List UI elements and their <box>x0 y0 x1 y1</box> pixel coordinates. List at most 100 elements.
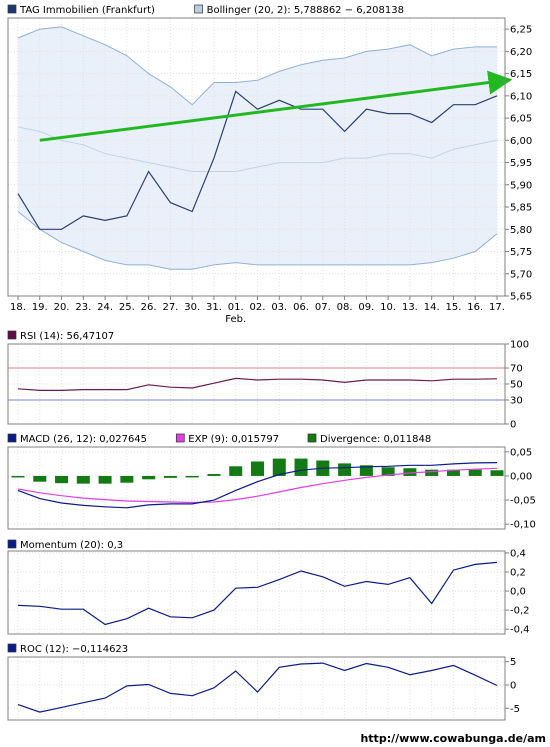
price-legend-label: Bollinger (20, 2): 5,788862 − 6,208138 <box>207 5 404 16</box>
price-ytick-label: 6,20 <box>510 47 532 58</box>
momentum-line <box>17 561 498 626</box>
macd-exp-line <box>17 467 498 504</box>
roc-ytick-label: 5 <box>510 657 516 668</box>
trend-arrow <box>39 70 513 142</box>
macd-ytick-label: -0,10 <box>510 520 536 531</box>
price-legend-swatch <box>7 4 17 14</box>
divergence-bar <box>207 474 221 476</box>
x-tick-label: 18. <box>10 302 26 313</box>
x-tick-label: 09. <box>358 302 374 313</box>
x-tick-label: 17. <box>489 302 505 313</box>
momentum-ytick-label: 0,4 <box>510 548 526 559</box>
divergence-bar <box>272 458 286 476</box>
macd-line <box>17 462 498 509</box>
x-tick-label: 23. <box>75 302 91 313</box>
divergence-bar <box>381 467 395 476</box>
momentum-ytick-label: 0,2 <box>510 567 526 578</box>
price-ytick-label: 5,80 <box>510 225 532 236</box>
divergence-bar <box>359 465 373 476</box>
macd-ytick-label: 0,00 <box>510 471 532 482</box>
rsi-plot-frame <box>7 343 506 425</box>
watermark-text: http://www.cowabunga.de/am <box>360 732 546 745</box>
x-tick-label: 10. <box>380 302 396 313</box>
divergence-bar <box>55 475 69 484</box>
divergence-bar <box>446 469 460 476</box>
divergence-bar <box>142 475 156 480</box>
rsi-ytick-label: 0 <box>510 420 516 431</box>
x-tick-label: 25. <box>119 302 135 313</box>
macd-plot-frame <box>7 446 506 530</box>
macd-legend-swatch <box>175 433 185 443</box>
momentum-ytick-label: -0,4 <box>510 625 530 636</box>
divergence-bar <box>338 463 352 476</box>
divergence-bar <box>229 466 243 476</box>
momentum-plot-frame <box>7 550 506 635</box>
x-tick-label: 14. <box>424 302 440 313</box>
divergence-bar <box>490 470 504 476</box>
price-ytick-label: 6,25 <box>510 25 532 36</box>
divergence-bar <box>120 475 134 483</box>
price-legend-swatch <box>194 4 203 14</box>
price-ytick-label: 6,00 <box>510 136 532 147</box>
price-ytick-label: 5,85 <box>510 203 532 214</box>
divergence-bar <box>163 475 177 478</box>
divergence-bar <box>185 475 199 478</box>
x-tick-label: 19. <box>32 302 48 313</box>
price-ytick-label: 6,05 <box>510 114 532 125</box>
divergence-bar <box>251 461 264 476</box>
divergence-bar <box>76 475 90 484</box>
price-ytick-label: 6,10 <box>510 91 532 102</box>
divergence-bar <box>468 469 482 476</box>
macd-ytick-label: -0,05 <box>510 496 536 507</box>
x-tick-label: 01. <box>228 302 244 313</box>
rsi-ytick-label: 100 <box>510 340 529 351</box>
macd-legend-label: MACD (26, 12): 0,027645 <box>20 434 147 445</box>
price-ytick-label: 6,15 <box>510 69 532 80</box>
divergence-bar <box>425 469 439 476</box>
price-plot-frame <box>7 17 506 297</box>
macd-ytick-label: 0,05 <box>510 447 532 458</box>
roc-legend-label: ROC (12): −0,114623 <box>20 644 128 655</box>
divergence-bar <box>403 468 417 476</box>
rsi-ytick-label: 30 <box>510 396 523 407</box>
divergence-bar <box>33 475 47 482</box>
rsi-legend-swatch <box>7 330 17 340</box>
rsi-ytick-label: 70 <box>510 364 523 375</box>
bollinger-lower-line <box>17 211 498 270</box>
x-tick-label: 07. <box>315 302 331 313</box>
macd-legend-label: EXP (9): 0,015797 <box>188 434 279 445</box>
x-tick-label: 08. <box>337 302 353 313</box>
x-tick-label: 16. <box>467 302 483 313</box>
momentum-legend-swatch <box>7 539 17 549</box>
price-ytick-label: 5,90 <box>510 180 532 191</box>
roc-plot-frame <box>7 656 506 721</box>
macd-legend-label: Divergence: 0,011848 <box>320 434 431 445</box>
roc-legend-swatch <box>7 643 17 653</box>
x-tick-label: 13. <box>402 302 418 313</box>
rsi-ytick-label: 50 <box>510 380 523 391</box>
momentum-legend-label: Momentum (20): 0,3 <box>20 540 123 551</box>
bollinger-middle-line <box>17 126 498 172</box>
x-tick-label: 02. <box>250 302 266 313</box>
rsi-line <box>17 377 498 391</box>
roc-line <box>17 662 498 713</box>
x-tick-label: 26. <box>141 302 157 313</box>
roc-ytick-label: 0 <box>510 681 516 692</box>
x-tick-label: 20. <box>54 302 70 313</box>
x-tick-label: 15. <box>446 302 462 313</box>
price-ytick-label: 5,65 <box>510 292 532 303</box>
divergence-bar <box>98 475 112 484</box>
x-tick-label: 27. <box>162 302 178 313</box>
bollinger-band-fill <box>18 26 497 270</box>
x-tick-label: 24. <box>97 302 113 313</box>
momentum-ytick-label: 0,0 <box>510 587 526 598</box>
price-ytick-label: 5,75 <box>510 247 532 258</box>
macd-legend-swatch <box>307 433 317 443</box>
divergence-bar <box>11 475 25 478</box>
rsi-legend-label: RSI (14): 56,47107 <box>20 331 114 342</box>
momentum-ytick-label: -0,2 <box>510 606 530 617</box>
divergence-bar <box>294 458 308 476</box>
month-label: Feb. <box>225 314 246 325</box>
x-tick-label: 03. <box>271 302 287 313</box>
